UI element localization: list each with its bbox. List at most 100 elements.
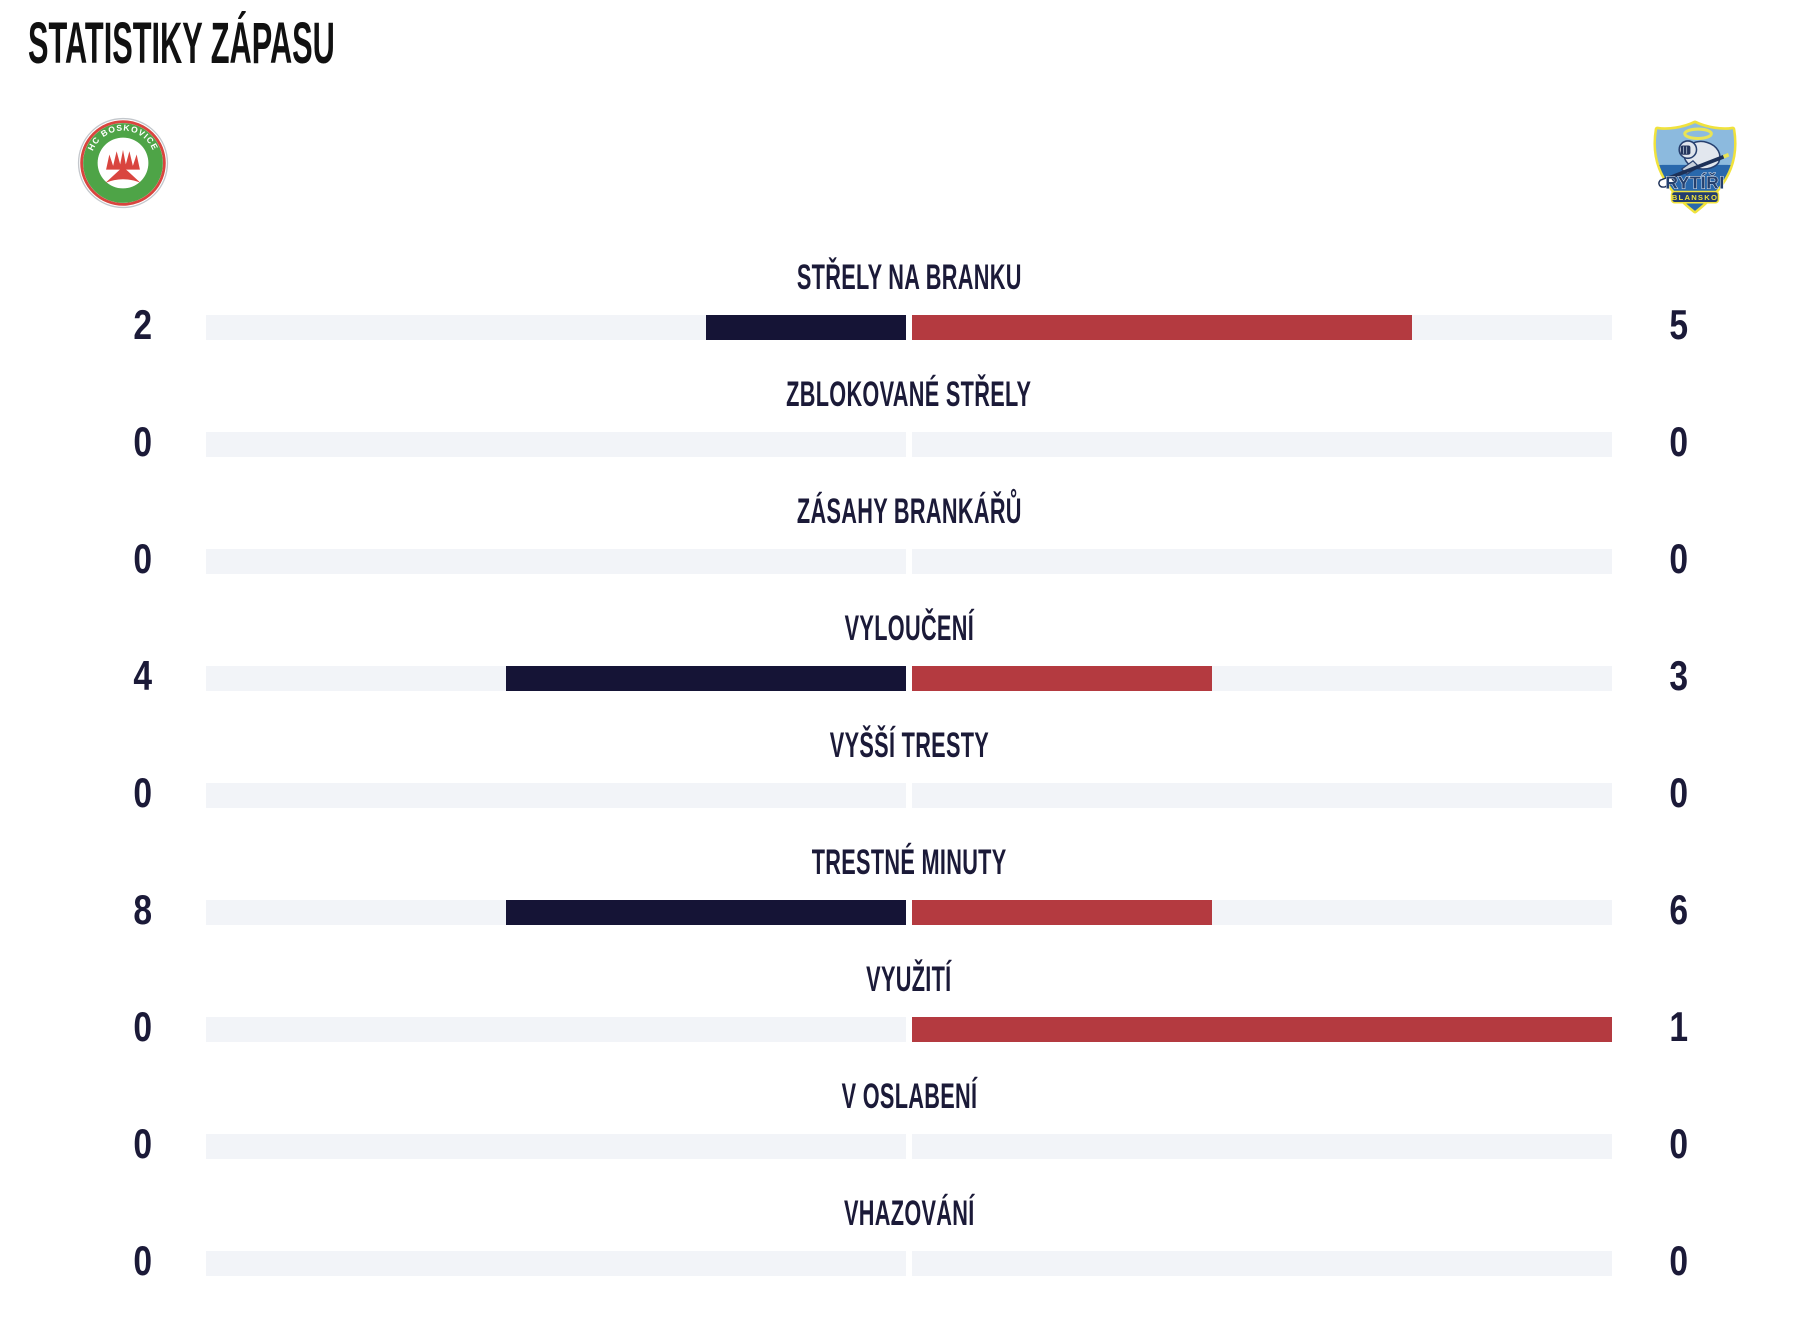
home-logo-crown-spikes	[106, 149, 140, 170]
home-bar-track	[206, 315, 906, 340]
away-value: 0	[1636, 535, 1721, 582]
stat-row: VYUŽITÍ 0 1	[0, 954, 1818, 1071]
away-bar-track	[912, 315, 1612, 340]
stat-bar-track	[206, 315, 1612, 340]
stat-bar-track	[206, 1017, 1612, 1042]
stat-label: ZÁSAHY BRANKÁŘŮ	[0, 494, 1818, 530]
stat-bar-line: 4 3	[0, 652, 1818, 699]
home-value-text: 0	[133, 1002, 152, 1050]
home-value: 0	[100, 535, 185, 582]
stat-row: ZBLOKOVANÉ STŘELY 0 0	[0, 369, 1818, 486]
stat-label: VYLOUČENÍ	[0, 611, 1818, 647]
away-value: 3	[1636, 652, 1721, 699]
stat-bar-line: 8 6	[0, 886, 1818, 933]
away-value: 1	[1636, 1003, 1721, 1050]
stat-bar-line: 0 0	[0, 418, 1818, 465]
stat-label-text: VYUŽITÍ	[866, 960, 952, 999]
stat-bar-track	[206, 900, 1612, 925]
stat-label-text: VYŠŠÍ TRESTY	[829, 726, 989, 765]
home-value-text: 2	[133, 300, 152, 348]
home-bar-fill	[506, 900, 906, 925]
home-bar-track	[206, 666, 906, 691]
home-bar-fill	[506, 666, 906, 691]
home-value-text: 0	[133, 1119, 152, 1167]
home-value: 0	[100, 418, 185, 465]
stat-label: VYUŽITÍ	[0, 962, 1818, 998]
stat-bar-line: 2 5	[0, 301, 1818, 348]
away-value: 0	[1636, 1120, 1721, 1167]
home-value: 8	[100, 886, 185, 933]
stat-label: TRESTNÉ MINUTY	[0, 845, 1818, 881]
away-value-text: 0	[1669, 1236, 1688, 1284]
home-bar-track	[206, 432, 906, 457]
away-bar-fill	[912, 315, 1412, 340]
away-bar-track	[912, 1017, 1612, 1042]
stat-bar-line: 0 1	[0, 1003, 1818, 1050]
stat-bar-track	[206, 432, 1612, 457]
stat-label: ZBLOKOVANÉ STŘELY	[0, 377, 1818, 413]
away-value-text: 0	[1669, 534, 1688, 582]
away-value-text: 3	[1669, 651, 1688, 699]
page-title: STATISTIKY ZÁPASU	[28, 14, 607, 74]
home-logo-red-ring	[80, 120, 166, 206]
away-bar-fill	[912, 666, 1212, 691]
home-bar-track	[206, 900, 906, 925]
home-team-logo-badge: HC BOSKOVICE	[77, 117, 169, 209]
home-value-text: 8	[133, 885, 152, 933]
stat-label-text: VHAZOVÁNÍ	[843, 1194, 975, 1233]
home-value: 0	[100, 769, 185, 816]
home-bar-track	[206, 1017, 906, 1042]
stat-bar-track	[206, 549, 1612, 574]
away-logo-city-text: BLANSKO	[1672, 193, 1718, 202]
home-value: 4	[100, 652, 185, 699]
away-bar-track	[912, 1134, 1612, 1159]
away-value: 0	[1636, 418, 1721, 465]
stat-row: ZÁSAHY BRANKÁŘŮ 0 0	[0, 486, 1818, 603]
away-bar-track	[912, 549, 1612, 574]
away-bar-track	[912, 666, 1612, 691]
away-logo-halo	[1683, 127, 1713, 141]
away-value-text: 5	[1669, 300, 1688, 348]
home-value-text: 0	[133, 1236, 152, 1284]
away-bar-track	[912, 1251, 1612, 1276]
home-value-text: 4	[133, 651, 152, 699]
stat-label-text: V OSLABENÍ	[841, 1077, 977, 1116]
away-logo-stick-shaft	[1667, 155, 1725, 180]
away-value: 5	[1636, 301, 1721, 348]
away-value-text: 0	[1669, 417, 1688, 465]
stat-label-text: VYLOUČENÍ	[844, 609, 974, 648]
stat-label: V OSLABENÍ	[0, 1079, 1818, 1115]
away-value-text: 0	[1669, 768, 1688, 816]
stats-list: STŘELY NA BRANKU 2 5 ZBLOKOVANÉ STŘELY 0…	[0, 252, 1818, 1305]
away-logo-name-text: RYTÍŘI	[1665, 172, 1724, 192]
stat-bar-line: 0 0	[0, 769, 1818, 816]
stat-bar-track	[206, 1134, 1612, 1159]
away-bar-fill	[912, 900, 1212, 925]
away-bar-fill	[912, 1017, 1612, 1042]
stat-row: VYLOUČENÍ 4 3	[0, 603, 1818, 720]
home-value-text: 0	[133, 417, 152, 465]
away-bar-track	[912, 432, 1612, 457]
stat-bar-track	[206, 783, 1612, 808]
stat-label: VYŠŠÍ TRESTY	[0, 728, 1818, 764]
home-value-text: 0	[133, 534, 152, 582]
away-value-text: 6	[1669, 885, 1688, 933]
stat-label-text: ZÁSAHY BRANKÁŘŮ	[796, 492, 1022, 531]
away-logo-visor-grill	[1683, 146, 1688, 154]
away-logo-banner	[1670, 190, 1720, 204]
home-value-text: 0	[133, 768, 152, 816]
away-value-text: 1	[1669, 1002, 1688, 1050]
home-bar-track	[206, 783, 906, 808]
stat-bar-line: 0 0	[0, 1120, 1818, 1167]
away-logo-stick-butt	[1722, 153, 1730, 159]
home-value: 0	[100, 1120, 185, 1167]
stat-row: VYŠŠÍ TRESTY 0 0	[0, 720, 1818, 837]
stat-row: TRESTNÉ MINUTY 8 6	[0, 837, 1818, 954]
home-bar-track	[206, 549, 906, 574]
away-logo-stick-blade	[1658, 175, 1676, 188]
stat-bar-line: 0 0	[0, 1237, 1818, 1284]
stat-bar-line: 0 0	[0, 535, 1818, 582]
away-bar-track	[912, 783, 1612, 808]
away-team-logo: RYTÍŘI BLANSKO	[1643, 120, 1747, 216]
